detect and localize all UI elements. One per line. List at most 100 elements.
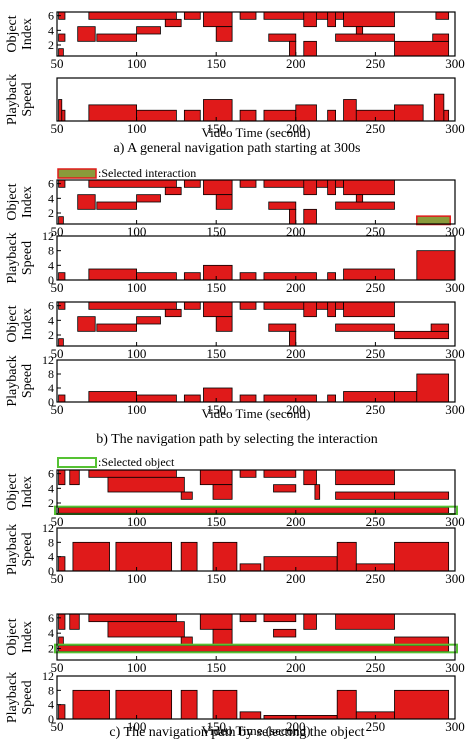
y-axis-label-line2: Speed (20, 680, 35, 714)
caption-a: a) A general navigation path starting at… (113, 141, 361, 156)
object-segment (212, 484, 233, 500)
object-segment (239, 613, 257, 623)
speed-bar (203, 387, 233, 403)
object-segment (327, 301, 337, 318)
object-segment (335, 613, 395, 630)
y-axis-label-line1: Playback (5, 355, 20, 406)
object-segment (88, 179, 177, 188)
speed-bar (327, 272, 337, 281)
panel-c2-speed (56, 675, 456, 720)
object-segment (327, 179, 337, 196)
selected-object-highlight (54, 643, 458, 654)
x-tick-label: 100 (127, 514, 147, 529)
x-tick-label: 100 (127, 660, 147, 675)
object-segment (394, 636, 450, 646)
plot-frame (56, 301, 456, 347)
object-segment (239, 11, 257, 20)
object-segment (77, 316, 96, 332)
speed-bar (263, 556, 338, 572)
y-tick-label: 4 (48, 191, 54, 205)
x-tick-label: 250 (366, 719, 386, 734)
speed-bar (336, 689, 357, 720)
y-tick-label: 4 (48, 626, 54, 640)
panel-a-object (56, 11, 456, 57)
x-tick-label: 200 (286, 514, 306, 529)
speed-bar (433, 93, 445, 122)
speed-bar (136, 272, 177, 281)
y-tick-label: 0 (48, 564, 54, 578)
x-tick-label: 250 (366, 56, 386, 71)
speed-bar (239, 394, 257, 403)
object-segment (96, 201, 138, 210)
plot-frame (56, 11, 456, 57)
x-tick-label: 150 (206, 224, 226, 239)
speed-bar (343, 268, 395, 281)
object-segment (268, 201, 297, 210)
y-axis-label-line2: Index (20, 186, 35, 218)
x-tick-label: 300 (445, 719, 465, 734)
speed-bar (263, 394, 317, 403)
object-segment (58, 636, 64, 646)
object-segment (215, 26, 233, 42)
y-axis-label-line1: Object (5, 15, 20, 52)
panel-c1-object (54, 469, 458, 515)
x-axis-label: Video Time (second) (202, 406, 311, 421)
y-tick-label: 8 (48, 535, 54, 549)
x-tick-label: 150 (206, 402, 226, 417)
speed-bar (115, 541, 173, 572)
object-segment (107, 621, 185, 638)
y-tick-label: 4 (48, 381, 54, 395)
plot-frame (56, 613, 456, 661)
plot-frame (56, 77, 456, 122)
object-segment (203, 11, 233, 28)
y-axis-label-line1: Playback (5, 232, 20, 283)
speed-bar (58, 394, 66, 403)
speed-bar (115, 689, 173, 720)
x-tick-label: 50 (51, 402, 64, 417)
speed-bar (58, 272, 66, 281)
object-segment (164, 18, 182, 28)
y-tick-label: 8 (48, 683, 54, 697)
object-segment (77, 26, 96, 42)
object-segment (343, 301, 395, 318)
x-tick-label: 100 (127, 224, 147, 239)
x-tick-label: 200 (286, 280, 306, 295)
y-axis-label-line2: Speed (20, 364, 35, 398)
object-segment (88, 301, 177, 310)
speed-bar (88, 391, 137, 403)
y-tick-label: 4 (48, 481, 54, 495)
y-tick-label: 12 (42, 521, 54, 535)
x-tick-label: 200 (286, 346, 306, 361)
x-tick-label: 150 (206, 514, 226, 529)
speed-bar (88, 104, 137, 122)
x-tick-label: 300 (445, 571, 465, 586)
speed-bar (394, 391, 418, 403)
x-tick-label: 150 (206, 571, 226, 586)
object-segment (58, 33, 66, 42)
object-segment (394, 330, 450, 340)
y-tick-label: 6 (48, 611, 54, 625)
object-segment (335, 323, 395, 332)
object-segment (432, 33, 450, 42)
speed-bar (239, 711, 262, 720)
y-axis-label-line2: Index (20, 18, 35, 50)
object-segment (212, 628, 233, 646)
speed-bar (61, 109, 66, 122)
x-tick-label: 250 (366, 660, 386, 675)
object-segment (239, 179, 257, 188)
object-segment (289, 208, 297, 225)
x-tick-label: 300 (445, 514, 465, 529)
object-segment (69, 613, 80, 630)
x-tick-label: 300 (445, 56, 465, 71)
speed-bar (443, 109, 450, 122)
object-segment (273, 484, 297, 493)
x-tick-label: 100 (127, 121, 147, 136)
object-segment (303, 469, 317, 486)
object-segment (303, 301, 317, 318)
speed-bar (239, 109, 257, 122)
y-tick-label: 8 (48, 367, 54, 381)
y-axis-label-line2: Index (20, 476, 35, 508)
y-tick-label: 6 (48, 299, 54, 313)
x-tick-label: 200 (286, 402, 306, 417)
object-segment (335, 469, 395, 486)
